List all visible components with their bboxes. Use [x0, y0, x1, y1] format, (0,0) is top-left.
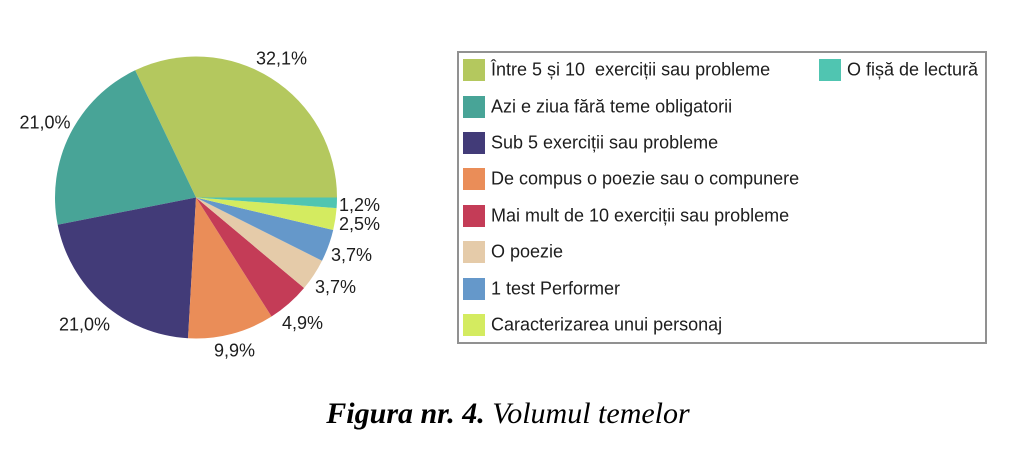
- svg-text:4,9%: 4,9%: [282, 313, 323, 333]
- svg-text:9,9%: 9,9%: [214, 341, 255, 361]
- svg-text:21,0%: 21,0%: [19, 113, 70, 133]
- svg-text:2,5%: 2,5%: [339, 214, 380, 234]
- svg-text:21,0%: 21,0%: [59, 315, 110, 335]
- svg-text:3,7%: 3,7%: [315, 277, 356, 297]
- svg-text:3,7%: 3,7%: [331, 245, 372, 265]
- svg-text:1,2%: 1,2%: [339, 195, 380, 215]
- svg-text:32,1%: 32,1%: [256, 49, 307, 69]
